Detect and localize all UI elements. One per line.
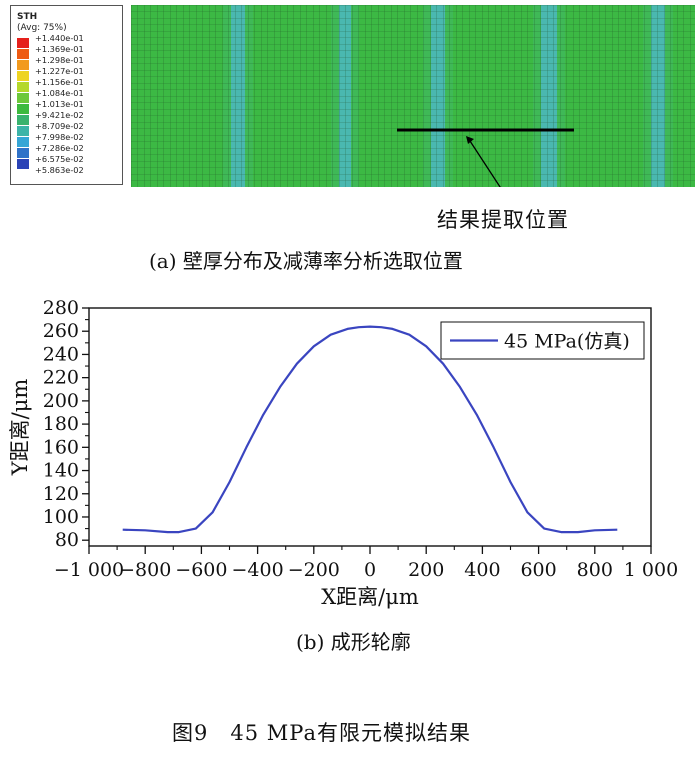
legend-value: +1.298e-01 (35, 55, 84, 65)
legend-swatch (17, 93, 29, 103)
extraction-position-label: 结果提取位置 (437, 208, 569, 232)
legend-value: +5.863e-02 (35, 165, 84, 175)
callout-arrowhead (466, 136, 474, 144)
legend-subtitle: (Avg: 75%) (17, 23, 67, 33)
y-tick-label: 260 (43, 320, 79, 342)
legend-swatch (17, 170, 29, 180)
legend-value: +8.709e-02 (35, 121, 84, 131)
legend-swatch (17, 60, 29, 70)
legend-swatch (17, 71, 29, 81)
legend-entry: +1.298e-01 (17, 55, 84, 70)
y-tick-label: 200 (43, 390, 79, 412)
legend-swatch (17, 159, 29, 169)
mesh-svg (131, 5, 695, 187)
legend-entry: +1.440e-01 (17, 33, 84, 48)
legend-entry: +6.575e-02 (17, 154, 84, 169)
x-tick-label: 800 (577, 559, 613, 581)
chart-svg: −1 000−800 −600 −400 −200 0 200 400 600 800 1 000… (8, 297, 678, 609)
legend-value: +1.084e-01 (35, 88, 84, 98)
legend-value: +1.013e-01 (35, 99, 84, 109)
y-tick-label: 180 (43, 413, 79, 435)
legend-value: +1.156e-01 (35, 77, 84, 87)
legend-swatch (17, 38, 29, 48)
legend-value: +7.998e-02 (35, 132, 84, 142)
x-tick-label: 600 (520, 559, 556, 581)
legend-value: +1.227e-01 (35, 66, 84, 76)
y-tick-label: 80 (55, 529, 79, 551)
contour-legend: STH (Avg: 75%) +1.440e-01 +1.369e-01 +1.29… (10, 5, 123, 185)
legend-title: STH (17, 12, 38, 22)
profile-chart: −1 000 −800 −600 −400 −200 0 200 400 600 800 1 000… (0, 295, 697, 645)
y-tick-label: 220 (43, 367, 79, 389)
legend-entry: +1.369e-01 (17, 44, 84, 59)
x-tick-label: −1 000 (54, 559, 124, 581)
legend-entry: +1.084e-01 (17, 88, 84, 103)
legend-value: +7.286e-02 (35, 143, 84, 153)
x-axis-title: X距离/μm (321, 585, 419, 609)
legend-swatch (17, 104, 29, 114)
legend-entry: +7.998e-02 (17, 132, 84, 147)
y-tick-label: 160 (43, 436, 79, 458)
figure-caption: 图9 45 MPa有限元模拟结果 (172, 721, 471, 745)
x-tick-label: 400 (464, 559, 500, 581)
series-line (122, 325, 618, 534)
legend-label: 45 MPa(仿真) (504, 331, 630, 353)
mesh-grid (131, 5, 695, 187)
legend-entry: +1.227e-01 (17, 66, 84, 81)
x-tick-label: −800 (119, 559, 171, 581)
legend-entry: +1.156e-01 (17, 77, 84, 92)
callout-arrow-line (469, 140, 501, 187)
x-tick-label: 200 (408, 559, 444, 581)
y-tick-label: 280 (43, 297, 79, 319)
x-tick-label: −200 (288, 559, 340, 581)
caption-b: (b) 成形轮廓 (296, 630, 411, 654)
legend-entry: +5.863e-02 (17, 165, 84, 180)
legend-value: +6.575e-02 (35, 154, 84, 164)
y-tick-label: 120 (43, 483, 79, 505)
legend-swatch (17, 82, 29, 92)
x-tick-label: 1 000 (624, 559, 678, 581)
fe-contour-panel: STH (Avg: 75%) +1.440e-01 +1.369e-01 +1.29… (10, 5, 695, 193)
legend-swatch (17, 126, 29, 136)
legend-entry: +8.709e-02 (17, 121, 84, 136)
x-tick-label: −400 (232, 559, 284, 581)
y-tick-label: 140 (43, 460, 79, 482)
x-tick-label: −600 (175, 559, 227, 581)
legend-entry: +9.421e-02 (17, 110, 84, 125)
legend-entry: +1.013e-01 (17, 99, 84, 114)
legend-swatch (17, 148, 29, 158)
legend-value: +1.440e-01 (35, 33, 84, 43)
fe-mesh-image (131, 5, 695, 187)
legend-value: +9.421e-02 (35, 110, 84, 120)
caption-a: (a) 壁厚分布及减薄率分析选取位置 (149, 249, 463, 273)
legend-entry: +7.286e-02 (17, 143, 84, 158)
y-tick-label: 100 (43, 506, 79, 528)
legend-value: +1.369e-01 (35, 44, 84, 54)
y-axis-title: Y距离/μm (8, 379, 32, 477)
legend-swatch (17, 115, 29, 125)
legend-swatch (17, 49, 29, 59)
x-tick-label: 0 (364, 559, 376, 581)
legend-swatch (17, 137, 29, 147)
y-tick-label: 240 (43, 343, 79, 365)
